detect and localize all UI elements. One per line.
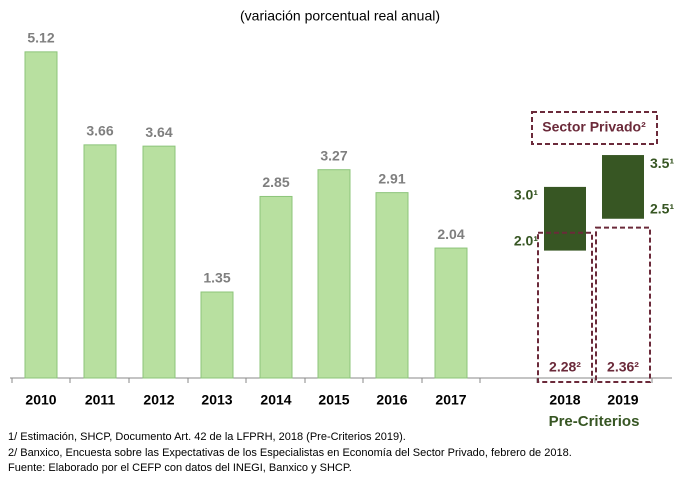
chart-subtitle: (variación porcentual real anual) bbox=[240, 8, 440, 24]
bar bbox=[24, 51, 58, 379]
bar bbox=[200, 291, 234, 379]
x-tick-label: 2013 bbox=[201, 392, 232, 408]
x-tick-label: 2011 bbox=[85, 392, 116, 408]
bar bbox=[317, 169, 351, 379]
bar bbox=[142, 145, 176, 379]
private-sector-value: 2.28² bbox=[549, 359, 581, 375]
bar bbox=[259, 195, 293, 379]
value-label: 2.91 bbox=[378, 170, 405, 186]
x-tick-label: 2010 bbox=[25, 392, 56, 408]
private-sector-value: 2.36² bbox=[607, 359, 639, 375]
x-tick-label: 2018 bbox=[549, 392, 580, 408]
value-label: 3.64 bbox=[145, 124, 172, 140]
footnote: 1/ Estimación, SHCP, Documento Art. 42 d… bbox=[8, 431, 406, 443]
estimate-high-label: 3.5¹ bbox=[650, 155, 674, 171]
x-tick-label: 2012 bbox=[143, 392, 174, 408]
x-tick-label: 2019 bbox=[607, 392, 638, 408]
value-label: 5.12 bbox=[27, 30, 54, 46]
bar bbox=[375, 192, 409, 379]
footnote: 2/ Banxico, Encuesta sobre las Expectati… bbox=[8, 447, 572, 459]
x-tick-label: 2015 bbox=[318, 392, 349, 408]
estimate-high-label: 3.0¹ bbox=[514, 187, 538, 203]
private-sector-bar bbox=[595, 226, 651, 383]
value-label: 2.04 bbox=[437, 226, 464, 242]
estimate-range bbox=[544, 186, 586, 251]
estimate-range bbox=[602, 155, 644, 219]
private-sector-label: Sector Privado² bbox=[542, 119, 646, 135]
value-label: 1.35 bbox=[203, 270, 230, 286]
bar bbox=[83, 144, 117, 379]
estimate-low-label: 2.0¹ bbox=[514, 232, 538, 248]
group-label: Pre-Criterios bbox=[549, 413, 640, 430]
private-sector-bar bbox=[537, 231, 593, 383]
value-label: 3.66 bbox=[86, 123, 113, 139]
footnote: Fuente: Elaborado por el CEFP con datos … bbox=[8, 462, 352, 474]
value-label: 3.27 bbox=[320, 147, 347, 163]
x-tick-label: 2016 bbox=[376, 392, 407, 408]
private-sector-box bbox=[531, 111, 658, 145]
estimate-low-label: 2.5¹ bbox=[650, 200, 674, 216]
bar bbox=[434, 247, 468, 379]
x-tick-label: 2017 bbox=[435, 392, 466, 408]
x-tick-label: 2014 bbox=[260, 392, 291, 408]
value-label: 2.85 bbox=[262, 174, 289, 190]
